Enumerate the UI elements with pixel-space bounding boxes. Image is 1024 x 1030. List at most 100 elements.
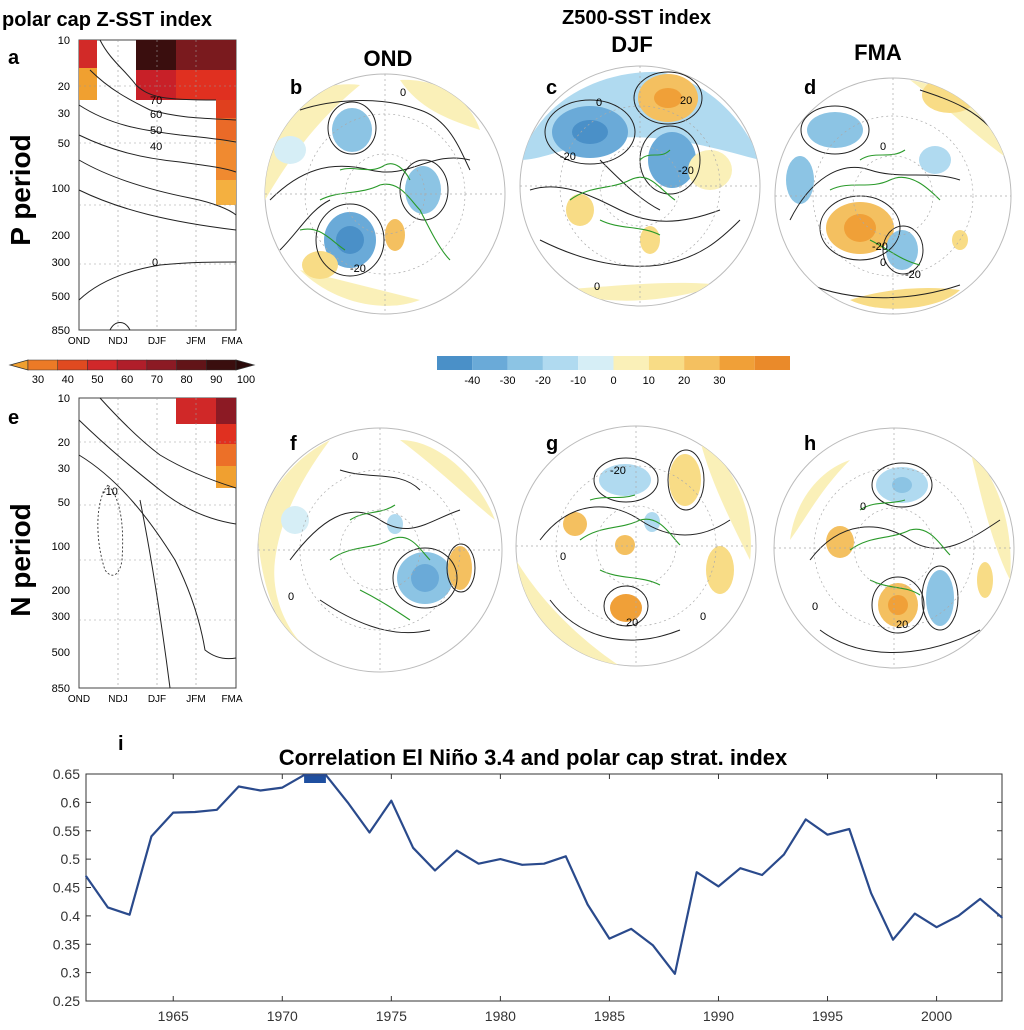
colorbar-center-swatch: [754, 356, 790, 370]
data-point: [477, 862, 480, 865]
e-ytick-500: 500: [52, 647, 70, 659]
contour-label-40: 40: [150, 141, 162, 153]
data-point: [717, 885, 720, 888]
data-point: [303, 774, 305, 776]
chart-i-frame: [85, 773, 1003, 1002]
colorbar-center-swatch: [684, 356, 720, 370]
e-ytick-20: 20: [58, 437, 70, 449]
data-point: [85, 875, 87, 877]
data-point: [259, 789, 262, 792]
data-point: [826, 833, 829, 836]
data-point: [957, 915, 960, 917]
data-point: [739, 867, 742, 870]
a-ytick-50: 50: [58, 138, 70, 150]
colorbar-left-tick: 70: [151, 374, 163, 386]
colorbar-left-swatch: [27, 359, 58, 371]
x-tick-label: 2000: [921, 1008, 952, 1024]
x-tick-label: 1970: [267, 1008, 298, 1024]
colorbar-left-swatch: [87, 359, 118, 371]
data-point: [848, 828, 851, 830]
data-point: [434, 869, 436, 872]
panel-letter-f: f: [290, 433, 297, 455]
colorbar-left-tick: 100: [237, 374, 255, 386]
colorbar-center-tick: 10: [643, 375, 655, 387]
e-ytick-850: 850: [52, 683, 70, 695]
map-c-label-0: 0: [596, 97, 602, 109]
map-b-label-0: 0: [400, 87, 406, 99]
data-point: [761, 874, 763, 876]
map-h-label-0b: 0: [812, 601, 818, 613]
panel-letter-d: d: [804, 77, 816, 99]
chart-i-title: Correlation El Niño 3.4 and polar cap st…: [279, 745, 788, 770]
colorbar-left-tick: 90: [210, 374, 222, 386]
data-point: [499, 858, 502, 860]
colorbar-center-swatch: [437, 356, 473, 370]
y-tick-label: 0.35: [53, 936, 80, 952]
panel-letter-c: c: [546, 77, 557, 99]
season-ond: OND: [364, 46, 413, 71]
colorbar-left-tick: 40: [62, 374, 74, 386]
season-djf: DJF: [611, 32, 653, 57]
e-xtick-fma: FMA: [221, 694, 242, 705]
y-tick-label: 0.6: [61, 794, 81, 810]
map-g-label-0: 0: [560, 551, 566, 563]
data-point: [237, 785, 240, 788]
panel-e: -10 10 20 30 50 100 200 300 500 850 OND …: [52, 393, 243, 705]
title-z500: Z500-SST index: [562, 7, 711, 29]
map-d-label-neg20a: -20: [872, 241, 888, 253]
colorbar-center-tick: 20: [678, 375, 690, 387]
colorbar-center-swatch: [507, 356, 543, 370]
e-ytick-50: 50: [58, 497, 70, 509]
data-point: [630, 928, 633, 930]
chart-i: Correlation El Niño 3.4 and polar cap st…: [53, 745, 1003, 1024]
data-point: [521, 864, 523, 866]
a-ytick-200: 200: [52, 230, 70, 242]
a-ytick-100: 100: [52, 183, 70, 195]
panel-letter-h: h: [804, 433, 816, 455]
map-c-label-neg20b: -20: [678, 165, 694, 177]
e-xtick-jfm: JFM: [186, 694, 205, 705]
map-h-label-0: 0: [860, 501, 866, 513]
data-point: [346, 801, 349, 804]
e-xtick-ndj: NDJ: [108, 694, 127, 705]
data-point: [674, 972, 676, 975]
e-ytick-30: 30: [58, 463, 70, 475]
map-c: 0 -20 -20 20 0: [519, 65, 761, 307]
data-point: [412, 846, 414, 849]
panel-letter-b: b: [290, 77, 302, 99]
map-h-label-20: 20: [896, 619, 908, 631]
colorbar-center-tick: 0: [610, 375, 616, 387]
map-g-label-20: 20: [626, 617, 638, 629]
a-xtick-djf: DJF: [148, 336, 166, 347]
e-xtick-ond: OND: [68, 694, 90, 705]
data-point: [783, 853, 785, 856]
data-point: [390, 799, 393, 802]
a-ytick-20: 20: [58, 81, 70, 93]
data-point: [913, 912, 916, 915]
y-tick-label: 0.55: [53, 823, 80, 839]
colorbar-left-swatch: [206, 359, 237, 371]
panel-letter-e: e: [8, 407, 19, 429]
contour-label-e: -10: [102, 486, 118, 498]
period-label-n: N period: [5, 503, 36, 617]
a-xtick-ndj: NDJ: [108, 336, 127, 347]
data-point: [608, 937, 611, 940]
contour-label-50: 50: [150, 125, 162, 137]
e-xtick-djf: DJF: [148, 694, 166, 705]
colorbar-left-tick: 30: [32, 374, 44, 386]
data-point: [128, 913, 131, 916]
data-point: [1001, 916, 1003, 919]
data-point: [870, 892, 872, 894]
colorbar-left-tick: 50: [91, 374, 103, 386]
map-g-label-neg20: -20: [610, 465, 626, 477]
data-point: [107, 906, 109, 909]
y-tick-label: 0.45: [53, 880, 80, 896]
colorbar-center-swatch: [472, 356, 508, 370]
data-point: [652, 944, 654, 947]
colorbar-center-swatch: [648, 356, 685, 370]
data-point: [172, 811, 175, 814]
map-b-label-neg20: -20: [350, 263, 366, 275]
data-point: [804, 818, 807, 821]
a-ytick-500: 500: [52, 291, 70, 303]
